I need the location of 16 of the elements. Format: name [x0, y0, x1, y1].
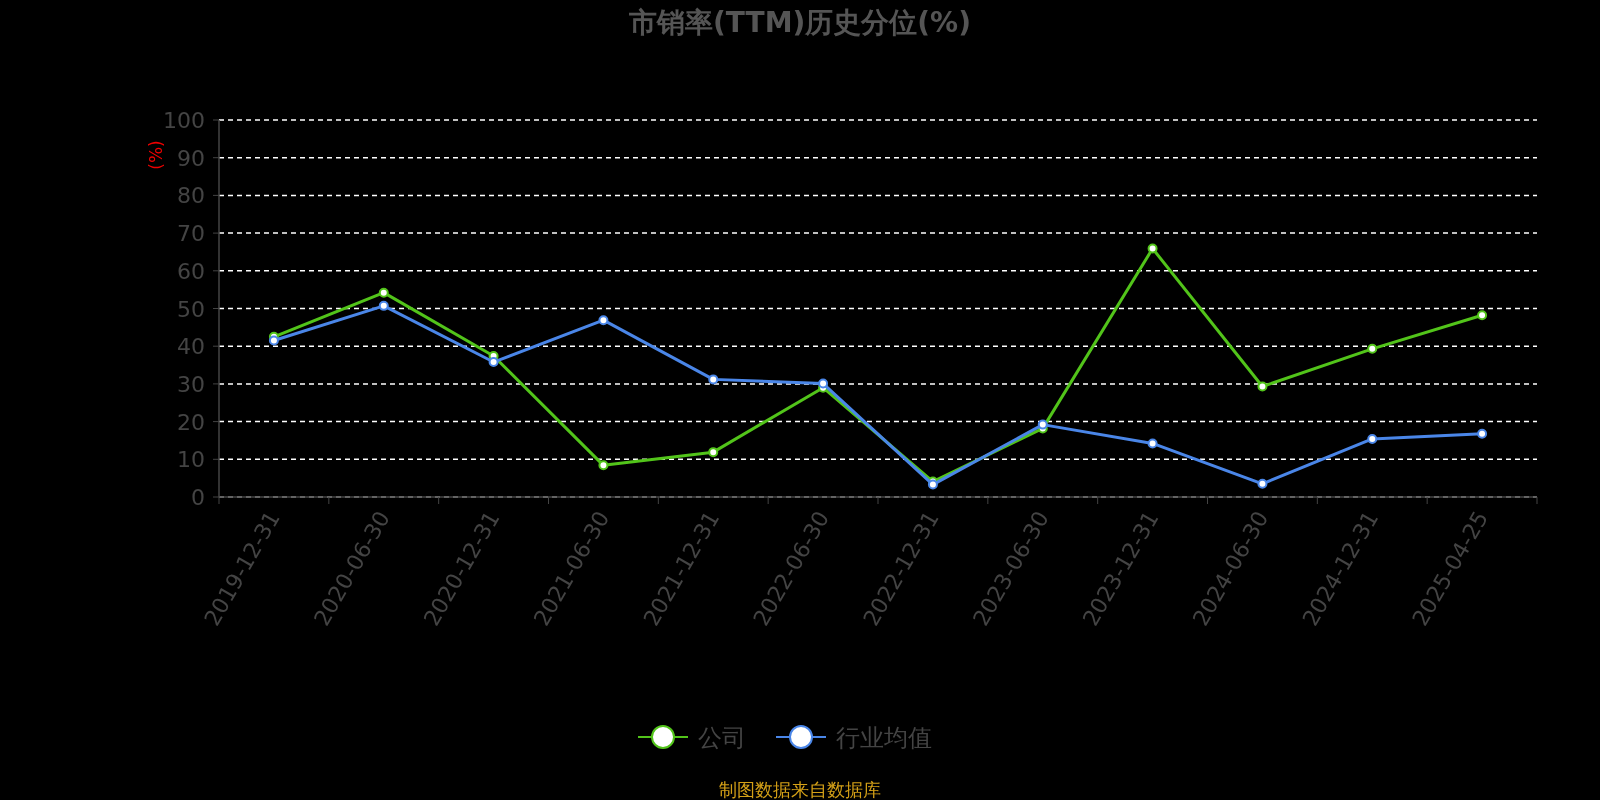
y-tick-label: 10 [177, 447, 205, 473]
y-tick-label: 20 [177, 409, 205, 435]
y-tick-label: 100 [163, 108, 205, 133]
y-tick-label: 70 [177, 221, 205, 247]
y-tick-label: 0 [191, 485, 205, 510]
legend-label: 公司 [698, 724, 746, 752]
y-tick-label: 30 [177, 371, 205, 397]
y-axis-title: (%) [146, 140, 166, 170]
y-tick-label: 60 [177, 258, 205, 284]
y-tick-label: 40 [177, 334, 205, 360]
legend-label: 行业均值 [836, 724, 932, 752]
y-tick-label: 80 [177, 183, 205, 209]
y-tick-label: 90 [177, 145, 205, 171]
y-tick-label: 50 [177, 296, 205, 322]
text: 制图数据来自数据库 [719, 779, 881, 800]
chart-title: 市销率(TTM)历史分位(%) [628, 6, 971, 39]
